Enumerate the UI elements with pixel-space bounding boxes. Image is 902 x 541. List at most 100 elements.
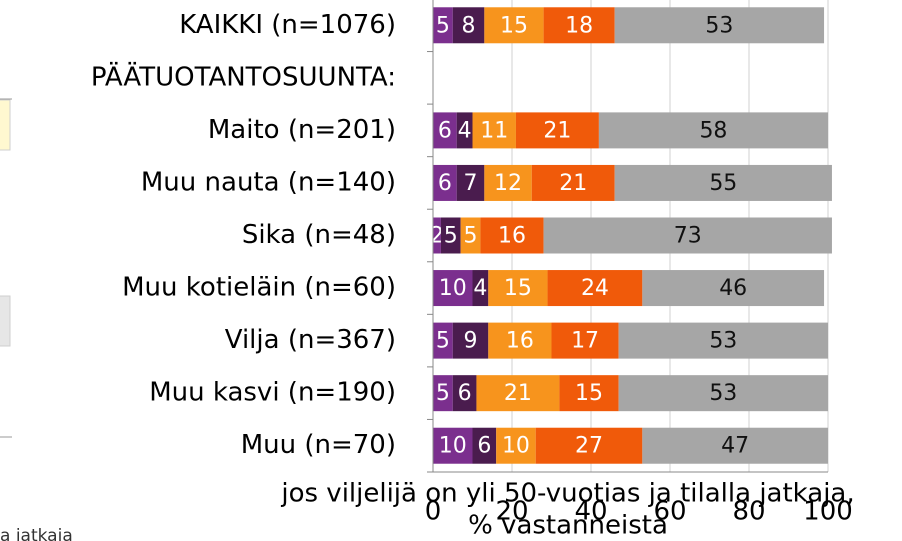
data-label: 55 [709,171,737,196]
bar-segment [433,270,473,307]
data-label: 53 [709,329,737,354]
cropped-box [0,99,11,151]
data-label: 6 [438,118,452,143]
data-label: 6 [438,171,452,196]
data-label: 21 [504,381,532,406]
x-tick-label: 80 [732,497,765,527]
data-label: 12 [494,171,522,196]
x-axis-title: % vastanneista [468,511,668,541]
bar-segment [460,217,481,254]
x-tick-label: 0 [425,497,442,527]
bar-segment [535,427,643,464]
data-label: 6 [458,381,472,406]
data-label: 53 [709,381,737,406]
fragment-text: a jatkaja [0,526,73,541]
bar-segment [452,375,477,412]
bar-segment [452,322,489,359]
data-label: 15 [500,13,528,38]
bar-segment [476,375,560,412]
bar-segment [547,270,643,307]
data-label: 21 [559,171,587,196]
data-label: 10 [439,276,467,301]
data-label: 7 [464,171,478,196]
x-tick-label: 20 [495,497,528,527]
cropped-box [0,295,11,347]
bar-segment [598,112,828,149]
category-label: KAIKKI (n=1076) [179,10,396,40]
data-label: 8 [462,13,476,38]
data-label: 53 [705,13,733,38]
category-label: Vilja (n=367) [225,325,396,355]
bar-segment [551,322,619,359]
data-label: 9 [464,329,478,354]
data-label: 21 [543,118,571,143]
data-label: 6 [477,434,491,459]
bar-segment [480,217,544,254]
data-label: 5 [436,13,450,38]
data-label: 27 [575,434,603,459]
bar-segment [440,217,461,254]
bar-segment [484,164,532,201]
bar-segment [484,7,544,44]
bar-segment [531,164,615,201]
data-label: 4 [458,118,472,143]
bar-segment [433,322,453,359]
bar-segment [614,7,825,44]
data-label: 24 [581,276,609,301]
bar-segment [456,112,473,149]
data-label: 16 [498,224,526,249]
data-label: 46 [719,276,747,301]
bar-segment [472,427,497,464]
category-label: PÄÄTUOTANTOSUUNTA: [91,60,396,92]
category-label: Muu (n=70) [241,430,396,460]
data-label: 17 [571,329,599,354]
bar-segment [642,427,828,464]
data-label: 5 [436,381,450,406]
bar-segment [543,217,832,254]
bar-segment [433,7,453,44]
bar-segment [488,322,552,359]
bar-segment [433,427,473,464]
data-label: 5 [464,224,478,249]
data-label: 5 [444,224,458,249]
data-label: 15 [575,381,603,406]
data-label: 15 [504,276,532,301]
category-label: Sika (n=48) [242,220,396,250]
data-label: 18 [565,13,593,38]
bar-segment [472,270,489,307]
x-tick-label: 40 [574,497,607,527]
bar-segment [515,112,599,149]
data-label: 10 [439,434,467,459]
bar-segment [433,375,453,412]
bar-segment [452,7,485,44]
data-label: 10 [502,434,530,459]
data-label: 73 [674,224,702,249]
category-label: Muu kasvi (n=190) [149,378,396,408]
bar-segment [618,322,828,359]
data-label: 11 [480,118,508,143]
data-label: 47 [721,434,749,459]
bar-segment [433,112,457,149]
bar-segment [433,217,441,254]
bar-segment [642,270,825,307]
bar-segment [559,375,619,412]
bar-segment [456,164,485,201]
bar-segment [488,270,548,307]
bar-segment [433,164,457,201]
category-label: Muu nauta (n=140) [141,167,396,197]
bar-segment [618,375,828,412]
x-axis-title: jos viljelijä on yli 50-vuotias ja tilal… [280,479,854,509]
bar-segment [543,7,615,44]
bar-segment [614,164,832,201]
x-tick-label: 100 [803,497,853,527]
x-tick-label: 60 [653,497,686,527]
bar-segment [496,427,536,464]
bar-segment [472,112,516,149]
data-label: 5 [436,329,450,354]
data-label: 4 [473,276,487,301]
data-label: 16 [506,329,534,354]
category-label: Muu kotieläin (n=60) [122,273,396,303]
category-label: Maito (n=201) [208,115,396,145]
data-label: 58 [699,118,727,143]
